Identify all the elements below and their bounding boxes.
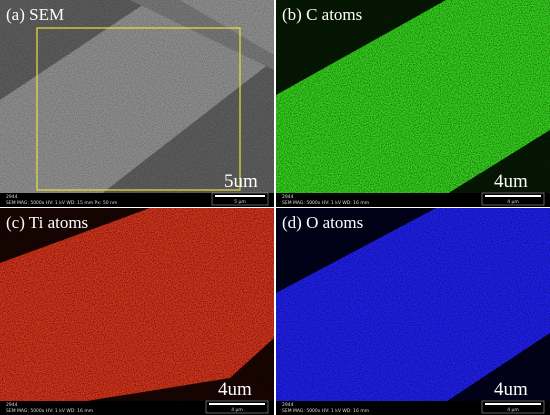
scale-bar-text: 5 μm [234, 199, 246, 205]
panel-label: (b) C atoms [282, 5, 362, 24]
scale-label: 4um [218, 379, 252, 400]
panel-c: (b) C atoms 4um 2944 SEM MAG: 5000x HV: … [276, 0, 550, 207]
scale-label: 4um [494, 171, 528, 192]
image-info: SEM MAG: 5000x HV: 1 kV WD: 16 mm [282, 408, 369, 414]
scale-label: 5um [224, 171, 258, 192]
scale-bar-text: 4 μm [507, 199, 519, 205]
image-info: SEM MAG: 5000x HV: 1 kV WD: 16 mm [6, 408, 93, 414]
image-info: SEM MAG: 5000x HV: 1 kV WD: 15 mm Px: 50… [6, 200, 117, 206]
panel-label: (c) Ti atoms [6, 213, 88, 232]
scale-bar-text: 4 μm [507, 407, 519, 413]
panel-sem: (a) SEM 5um 2944 SEM MAG: 5000x HV: 1 kV… [0, 0, 274, 207]
scale-bar-text: 4 μm [231, 407, 243, 413]
panel-label: (d) O atoms [282, 213, 363, 232]
panel-o: (d) O atoms 4um 2944 SEM MAG: 5000x HV: … [276, 208, 550, 415]
image-id: 2944 [6, 194, 18, 200]
image-info: SEM MAG: 5000x HV: 1 kV WD: 16 mm [282, 200, 369, 206]
image-id: 2944 [282, 402, 294, 408]
scale-label: 4um [494, 379, 528, 400]
image-id: 2944 [6, 402, 18, 408]
image-id: 2944 [282, 194, 294, 200]
panel-label: (a) SEM [6, 5, 64, 24]
panel-ti: (c) Ti atoms 4um 2944 SEM MAG: 5000x HV:… [0, 208, 274, 415]
